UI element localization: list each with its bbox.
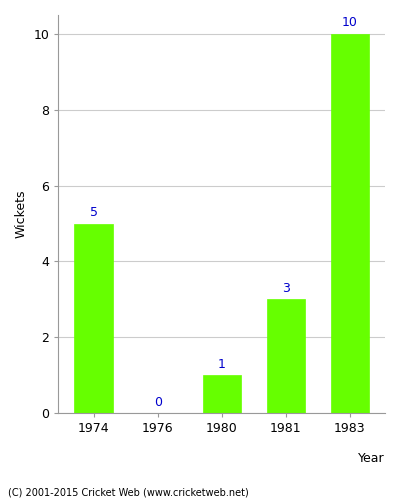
Y-axis label: Wickets: Wickets [15,190,28,238]
Text: Year: Year [358,452,385,465]
Text: 3: 3 [282,282,290,295]
Bar [74,224,113,413]
Bar [330,34,369,413]
Bar [266,300,305,413]
Text: 1: 1 [218,358,226,370]
Bar [202,375,241,413]
Text: 0: 0 [154,396,162,408]
Text: (C) 2001-2015 Cricket Web (www.cricketweb.net): (C) 2001-2015 Cricket Web (www.cricketwe… [8,488,249,498]
Text: 5: 5 [90,206,98,219]
Text: 10: 10 [342,16,358,30]
